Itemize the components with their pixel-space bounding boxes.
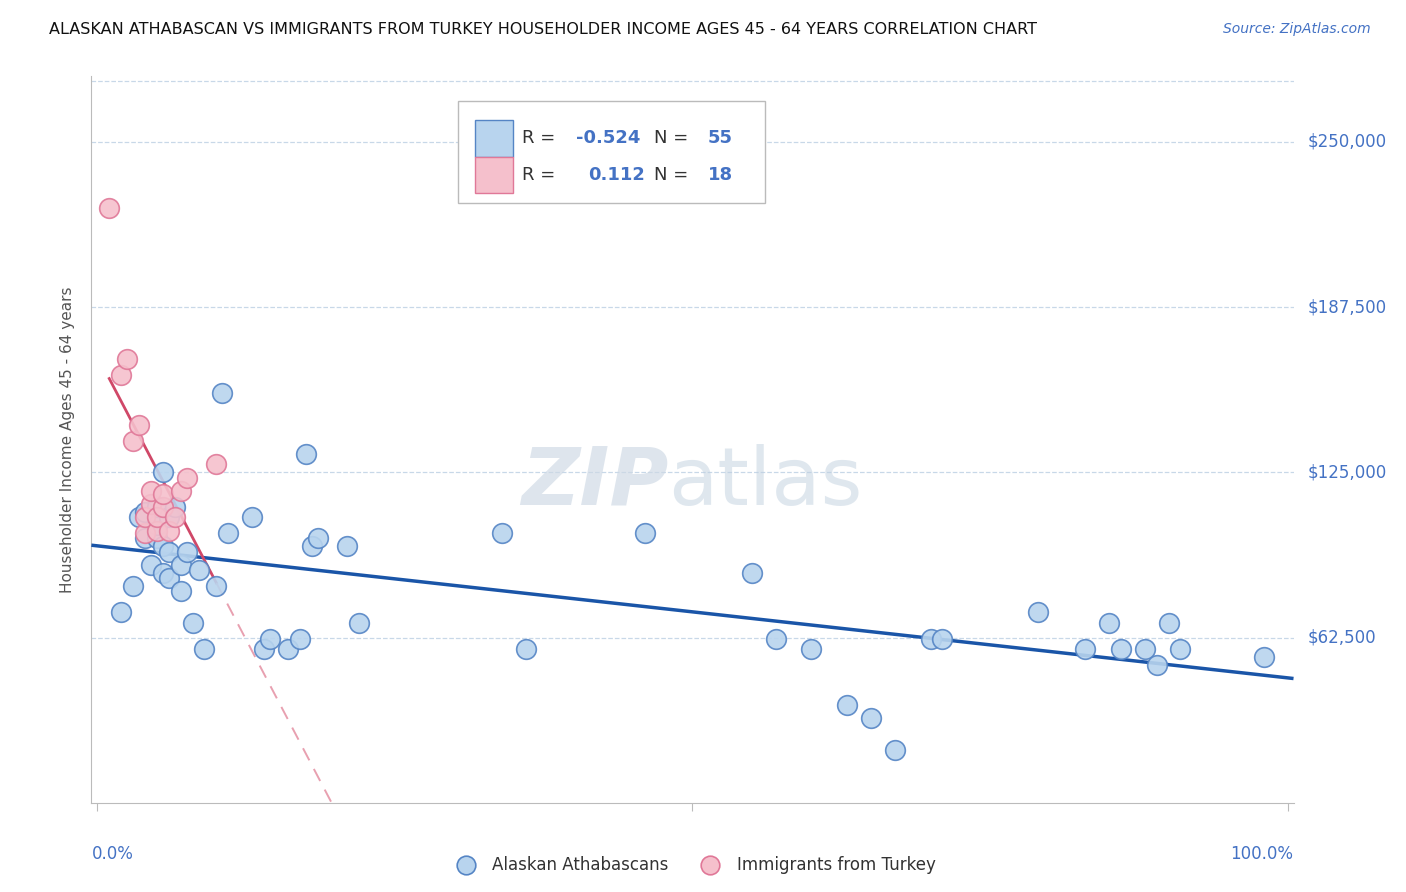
Text: 100.0%: 100.0% <box>1230 845 1294 863</box>
Point <box>139 497 162 511</box>
Point <box>837 698 859 712</box>
Point <box>169 584 191 599</box>
Point <box>253 642 276 657</box>
Point <box>301 540 323 554</box>
Text: -0.524: -0.524 <box>576 129 640 147</box>
Point <box>1074 642 1097 657</box>
Point <box>98 201 121 215</box>
Point <box>139 558 162 572</box>
Point <box>128 417 150 432</box>
Point <box>152 540 174 554</box>
Point <box>288 632 311 646</box>
Point <box>110 606 132 620</box>
Point <box>146 524 169 538</box>
Point <box>176 470 198 484</box>
Text: $187,500: $187,500 <box>1308 298 1386 316</box>
Point <box>157 544 180 558</box>
Point <box>122 579 145 593</box>
FancyBboxPatch shape <box>475 156 513 193</box>
Point <box>163 510 186 524</box>
Point <box>765 632 787 646</box>
Point <box>169 483 191 498</box>
Point <box>217 526 239 541</box>
Point <box>205 579 228 593</box>
Point <box>157 510 180 524</box>
Text: N =: N = <box>654 129 695 147</box>
Point <box>146 518 169 533</box>
Point <box>294 447 316 461</box>
Point <box>163 500 186 514</box>
Point <box>259 632 281 646</box>
Legend: Alaskan Athabascans, Immigrants from Turkey: Alaskan Athabascans, Immigrants from Tur… <box>443 849 942 880</box>
Text: 18: 18 <box>709 166 733 184</box>
Point <box>146 500 169 514</box>
Text: 0.112: 0.112 <box>588 166 645 184</box>
Point <box>134 510 156 524</box>
Point <box>122 434 145 448</box>
Point <box>146 532 169 546</box>
Text: N =: N = <box>654 166 695 184</box>
Text: $62,500: $62,500 <box>1308 629 1376 647</box>
Point <box>115 351 138 366</box>
Point <box>193 642 215 657</box>
Point <box>152 486 174 500</box>
Point <box>859 711 882 725</box>
Point <box>134 532 156 546</box>
Point <box>152 566 174 580</box>
Point <box>307 532 329 546</box>
Text: 55: 55 <box>709 129 733 147</box>
Text: Source: ZipAtlas.com: Source: ZipAtlas.com <box>1223 22 1371 37</box>
Point <box>157 571 180 585</box>
Text: ZIP: ZIP <box>522 444 668 522</box>
Point <box>883 743 905 757</box>
Text: R =: R = <box>522 129 561 147</box>
Point <box>181 615 204 630</box>
Point <box>800 642 823 657</box>
Point <box>205 458 228 472</box>
Point <box>139 483 162 498</box>
Point <box>1133 642 1156 657</box>
Point <box>1109 642 1132 657</box>
Point <box>741 566 763 580</box>
Point <box>920 632 942 646</box>
Point <box>176 544 198 558</box>
Point <box>134 505 156 519</box>
Point <box>336 540 359 554</box>
Point <box>277 642 299 657</box>
Text: R =: R = <box>522 166 561 184</box>
Text: $125,000: $125,000 <box>1308 463 1386 482</box>
Point <box>931 632 953 646</box>
Point <box>187 563 209 577</box>
Point <box>128 510 150 524</box>
Point <box>1026 606 1049 620</box>
Text: ALASKAN ATHABASCAN VS IMMIGRANTS FROM TURKEY HOUSEHOLDER INCOME AGES 45 - 64 YEA: ALASKAN ATHABASCAN VS IMMIGRANTS FROM TU… <box>49 22 1038 37</box>
Point <box>146 510 169 524</box>
Point <box>1098 615 1121 630</box>
FancyBboxPatch shape <box>458 102 765 203</box>
Text: 0.0%: 0.0% <box>91 845 134 863</box>
Point <box>169 558 191 572</box>
Point <box>152 466 174 480</box>
FancyBboxPatch shape <box>475 120 513 156</box>
Point <box>1146 658 1168 673</box>
Text: atlas: atlas <box>668 444 863 522</box>
Point <box>157 524 180 538</box>
Point <box>1253 650 1275 665</box>
Point <box>491 526 513 541</box>
Point <box>1170 642 1192 657</box>
Point <box>347 615 370 630</box>
Point <box>110 368 132 382</box>
Point <box>152 500 174 514</box>
Point <box>134 526 156 541</box>
Text: $250,000: $250,000 <box>1308 133 1386 151</box>
Point <box>211 386 233 401</box>
Y-axis label: Householder Income Ages 45 - 64 years: Householder Income Ages 45 - 64 years <box>59 286 75 592</box>
Point <box>240 510 263 524</box>
Point <box>515 642 537 657</box>
Point <box>634 526 657 541</box>
Point <box>1157 615 1180 630</box>
